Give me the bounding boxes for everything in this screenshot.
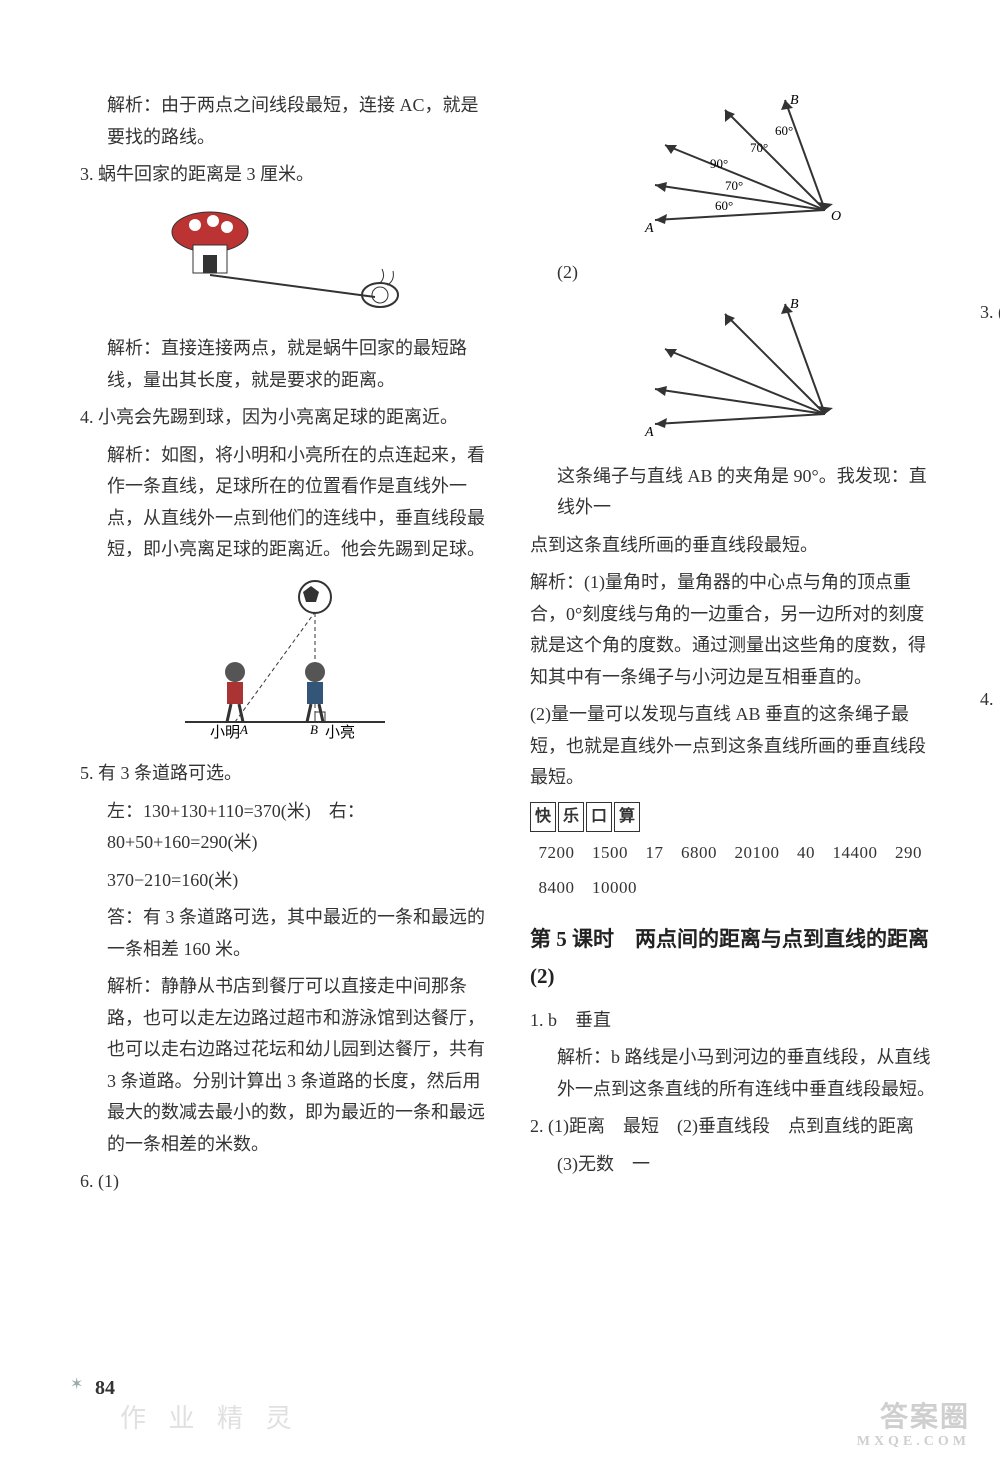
- text: 这条绳子与直线 AB 的夹角是 90°。我发现：直线外一: [557, 466, 927, 518]
- text: 解析：由于两点之间线段最短，连接 AC，就是要找的路线。: [107, 95, 479, 147]
- text: 解析：(1)量角时，量角器的中心点与角的顶点重合，0°刻度线与角的一边重合，另一…: [530, 572, 926, 687]
- klks-box-2: 口: [586, 802, 612, 832]
- r-cont-analysis2: (2)量一量可以发现与直线 AB 垂直的这条绳子最短，也就是直线外一点到这条直线…: [530, 699, 940, 794]
- q6-2-figure: B A: [530, 294, 940, 455]
- wm-line2: MXQE.COM: [857, 1434, 970, 1451]
- klks-line2: 8400 10000: [530, 873, 940, 903]
- q3-analysis: 解析：直接连接两点，就是蜗牛回家的最短路线，量出其长度，就是要求的距离。: [80, 333, 490, 396]
- q4: 4. 小亮会先踢到球，因为小亮离足球的距离近。: [80, 402, 490, 434]
- text: (3)无数 一: [557, 1154, 650, 1174]
- text: 3. (1): [980, 302, 1000, 322]
- svg-text:A: A: [644, 425, 654, 440]
- text: (2)量一量可以发现与直线 AB 垂直的这条绳子最短，也就是直线外一点到这条直线…: [530, 704, 926, 787]
- q3: 3. 蜗牛回家的距离是 3 厘米。: [80, 159, 490, 191]
- text: 4.: [980, 689, 994, 709]
- text: (2): [557, 262, 578, 282]
- q5-ans: 答：有 3 条道路可选，其中最近的一条和最远的一条相差 160 米。: [80, 902, 490, 965]
- klks-box-0: 快: [530, 802, 556, 832]
- svg-text:O: O: [831, 209, 841, 224]
- r-cont-analysis1: 解析：(1)量角时，量角器的中心点与角的顶点重合，0°刻度线与角的一边重合，另一…: [530, 567, 940, 693]
- wm-line1: 答案圈: [857, 1401, 970, 1435]
- text: 答：有 3 条道路可选，其中最近的一条和最远的一条相差 160 米。: [107, 907, 485, 959]
- svg-text:B: B: [790, 93, 799, 108]
- svg-text:70°: 70°: [750, 140, 768, 155]
- r-q4-analysis: 解析：考查点到直线的距离在生活中的应用。由图可知，爸爸到河边的最短路线就是从 M…: [980, 838, 1000, 933]
- r-q3-2: (2): [980, 431, 1000, 463]
- star-icon: ✶: [70, 1371, 83, 1399]
- svg-text:小亮: 小亮: [325, 724, 355, 741]
- svg-text:60°: 60°: [715, 198, 733, 213]
- q3-figure: [80, 197, 490, 328]
- q5-calc2: 370−210=160(米): [80, 865, 490, 897]
- text: 370−210=160(米): [107, 870, 238, 890]
- r-q3-analysis: 解析：解决这个问题时，先要画出点到已知直线的垂直线段，然后再量出垂直线段的长度。: [980, 615, 1000, 678]
- q6-text: 这条绳子与直线 AB 的夹角是 90°。我发现：直线外一: [530, 461, 940, 524]
- text: 左：130+130+110=370(米) 右：80+50+160=290(米): [107, 801, 365, 853]
- r-q3: 3. (1): [980, 297, 1000, 329]
- r-q2b: (3)无数 一: [530, 1149, 940, 1181]
- q6-2: (2): [530, 257, 940, 289]
- q5: 5. 有 3 条道路可选。: [80, 758, 490, 790]
- svg-text:70°: 70°: [725, 178, 743, 193]
- klks-box-3: 算: [614, 802, 640, 832]
- page-number: 84: [95, 1371, 115, 1406]
- text: 3. 蜗牛回家的距离是 3 厘米。: [80, 164, 314, 184]
- r-q2-analysis1: 解析：(1)两点之间线段的长度就是两点间的距离，两点之间线段最短。: [980, 90, 1000, 153]
- r-q1: 1. b 垂直: [530, 1005, 940, 1037]
- text: 第 5 课时 两点间的距离与点到直线的距离(2): [530, 927, 929, 988]
- text: 点到这条直线所画的垂直线段最短。: [530, 535, 818, 555]
- text: 4. 小亮会先踢到球，因为小亮离足球的距离近。: [80, 407, 458, 427]
- text: 解析：静静从书店到餐厅可以直接走中间那条路，也可以走左边路过超市和游泳馆到达餐厅…: [107, 976, 485, 1154]
- watermark: 答案圈 MXQE.COM: [857, 1401, 970, 1451]
- q5-calc1: 左：130+130+110=370(米) 右：80+50+160=290(米): [80, 796, 490, 859]
- r-cont1: 点到这条直线所画的垂直线段最短。: [530, 530, 940, 562]
- text: 7200 1500 17 6800 20100 40 14400 290: [539, 843, 923, 862]
- svg-text:A: A: [239, 722, 248, 737]
- q5-analysis: 解析：静静从书店到餐厅可以直接走中间那条路，也可以走左边路过超市和游泳馆到达餐厅…: [80, 971, 490, 1160]
- section-title: 第 5 课时 两点间的距离与点到直线的距离(2): [530, 921, 940, 995]
- text: 6. (1): [80, 1171, 119, 1191]
- q4-analysis: 解析：如图，将小明和小亮所在的点连起来，看作一条直线，足球所在的位置看作是直线外…: [80, 440, 490, 566]
- svg-text:B: B: [790, 297, 799, 312]
- r-q2-analysis2: (2)从直线外一点到这条直线所画的垂直线段最短，它的长度叫作点到直线的距离。: [980, 159, 1000, 222]
- svg-text:90°: 90°: [710, 156, 728, 171]
- svg-text:A: A: [644, 221, 654, 236]
- text: 1. b 垂直: [530, 1010, 611, 1030]
- klks-box-1: 乐: [558, 802, 584, 832]
- r-q2: 2. (1)距离 最短 (2)垂直线段 点到直线的距离: [530, 1111, 940, 1143]
- svg-text:B: B: [310, 722, 318, 737]
- r-q4: 4.: [980, 684, 1000, 716]
- text: 解析：b 路线是小马到河边的垂直线段，从直线外一点到这条直线的所有连线中垂直线段…: [557, 1047, 935, 1099]
- r-q2-analysis3: (3)从直线外一点到已知直线可以画无数条线段，可以画一条垂直线段。: [980, 228, 1000, 291]
- text: 5. 有 3 条道路可选。: [80, 763, 242, 783]
- klks-line1: 7200 1500 17 6800 20100 40 14400 290: [530, 838, 940, 868]
- r-q3-1-figure: 3 厘米 A: [980, 335, 1000, 426]
- q6-1: 6. (1): [80, 1166, 490, 1198]
- klks-label: 快乐口算: [530, 800, 940, 832]
- text: 解析：如图，将小明和小亮所在的点连起来，看作一条直线，足球所在的位置看作是直线外…: [107, 445, 485, 560]
- svg-text:小明: 小明: [210, 724, 240, 741]
- svg-text:60°: 60°: [775, 123, 793, 138]
- q4-figure: 小明 小亮 A B: [80, 572, 490, 753]
- r-q1-analysis: 解析：b 路线是小马到河边的垂直线段，从直线外一点到这条直线的所有连线中垂直线段…: [530, 1042, 940, 1105]
- faint-watermark-1: 作 业 精 灵: [120, 1396, 300, 1442]
- r-q3-2-figure: A 4 厘米: [980, 469, 1000, 610]
- text: 2. (1)距离 最短 (2)垂直线段 点到直线的距离: [530, 1116, 914, 1136]
- text: 解析：直接连接两点，就是蜗牛回家的最短路线，量出其长度，就是要求的距离。: [107, 338, 467, 390]
- text: 8400 10000: [539, 878, 638, 897]
- r-q4-figure: M: [980, 722, 1000, 833]
- prev-analysis: 解析：由于两点之间线段最短，连接 AC，就是要找的路线。: [80, 90, 490, 153]
- q6-1-figure: B A O 60° 70° 90° 70° 60°: [530, 90, 940, 251]
